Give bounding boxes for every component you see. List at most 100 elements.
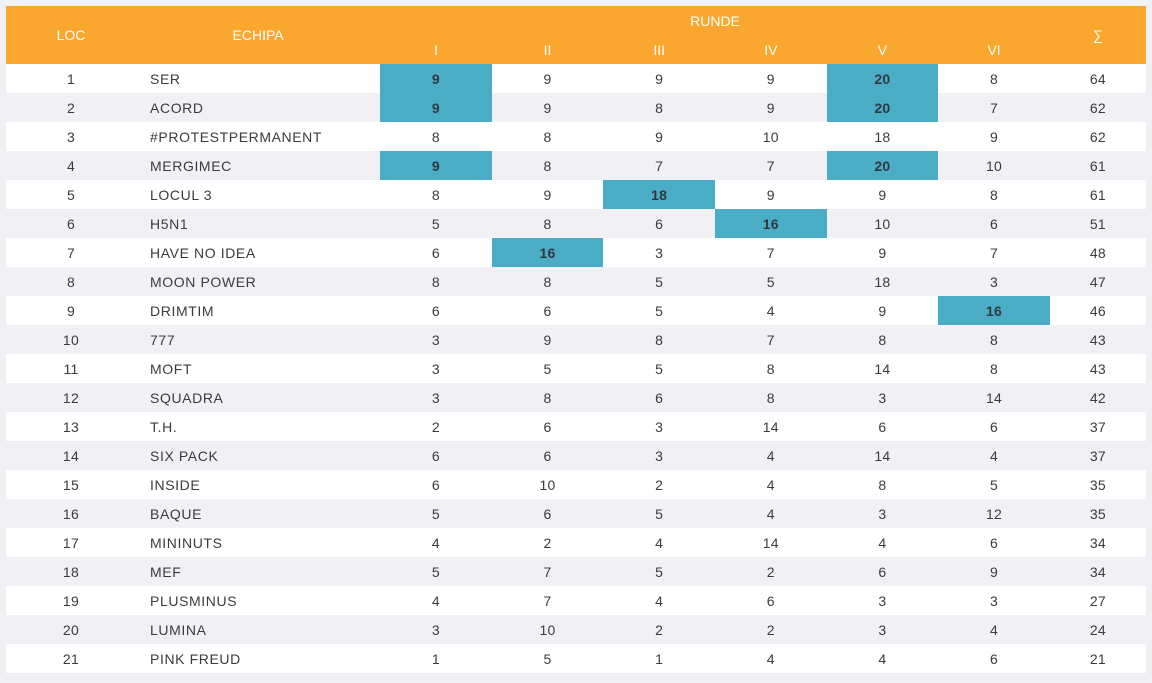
round-3-score-cell: 7 — [603, 151, 715, 180]
round-4-score-cell: 14 — [715, 412, 827, 441]
team-name-cell: LOCUL 3 — [136, 180, 381, 209]
round-6-score-cell: 4 — [938, 441, 1050, 470]
round-4-score-cell: 10 — [715, 122, 827, 151]
round-3-score-cell: 5 — [603, 499, 715, 528]
round-2-score-cell: 6 — [491, 296, 604, 325]
round-2-score-cell: 7 — [491, 557, 604, 586]
round-5-score-cell: 14 — [826, 354, 939, 383]
table-row: 9 DRIMTIM 6 6 5 4 9 16 46 — [6, 296, 1146, 325]
round-3-score-cell: 3 — [603, 238, 715, 267]
round-1-score-cell: 3 — [380, 383, 492, 412]
round-5-score-cell: 9 — [826, 296, 939, 325]
round-2-score-cell: 6 — [491, 441, 604, 470]
team-name-cell: INSIDE — [136, 470, 381, 499]
round-4-score-cell: 9 — [715, 64, 827, 93]
round-1-score-cell: 1 — [380, 644, 492, 673]
table-row: 8 MOON POWER 8 8 5 5 18 3 47 — [6, 267, 1146, 296]
total-score-cell: 46 — [1049, 296, 1146, 325]
round-6-score-cell: 7 — [938, 238, 1050, 267]
round-1-score-cell: 6 — [380, 441, 492, 470]
total-score-cell: 43 — [1049, 354, 1146, 383]
total-score-cell: 61 — [1049, 151, 1146, 180]
round-6-score-cell: 3 — [938, 267, 1050, 296]
round-2-score-cell: 5 — [491, 644, 604, 673]
total-score-cell: 35 — [1049, 470, 1146, 499]
header-round-1: I — [380, 36, 492, 64]
round-3-score-cell: 5 — [603, 557, 715, 586]
standings-table-container: LOC ECHIPA RUNDE ∑ I II III IV V VI 1 SER… — [6, 6, 1146, 673]
round-1-score-cell: 6 — [380, 470, 492, 499]
round-6-score-cell: 6 — [938, 412, 1050, 441]
round-2-score-cell: 10 — [491, 470, 604, 499]
rank-cell: 6 — [6, 209, 137, 238]
round-3-score-cell: 4 — [603, 586, 715, 615]
total-score-cell: 62 — [1049, 122, 1146, 151]
round-2-score-cell: 8 — [491, 209, 604, 238]
round-3-score-cell: 3 — [603, 412, 715, 441]
team-name-cell: MININUTS — [136, 528, 381, 557]
table-row: 7 HAVE NO IDEA 6 16 3 7 9 7 48 — [6, 238, 1146, 267]
round-1-score-cell: 3 — [380, 615, 492, 644]
round-6-score-cell: 4 — [938, 615, 1050, 644]
round-1-score-cell: 5 — [380, 557, 492, 586]
header-sum: ∑ — [1049, 6, 1146, 64]
total-score-cell: 62 — [1049, 93, 1146, 122]
table-row: 19 PLUSMINUS 4 7 4 6 3 3 27 — [6, 586, 1146, 615]
rank-cell: 19 — [6, 586, 137, 615]
round-4-score-cell: 9 — [715, 93, 827, 122]
total-score-cell: 48 — [1049, 238, 1146, 267]
round-3-score-cell: 2 — [603, 615, 715, 644]
round-5-score-cell: 9 — [826, 238, 939, 267]
table-row: 10 777 3 9 8 7 8 8 43 — [6, 325, 1146, 354]
total-score-cell: 35 — [1049, 499, 1146, 528]
round-2-score-cell: 5 — [491, 354, 604, 383]
total-score-cell: 37 — [1049, 441, 1146, 470]
total-score-cell: 24 — [1049, 615, 1146, 644]
team-name-cell: PINK FREUD — [136, 644, 381, 673]
rank-cell: 11 — [6, 354, 137, 383]
header-round-2: II — [491, 36, 604, 64]
round-4-score-cell: 16 — [715, 209, 827, 238]
round-4-score-cell: 4 — [715, 499, 827, 528]
standings-table: LOC ECHIPA RUNDE ∑ I II III IV V VI 1 SER… — [6, 6, 1146, 673]
total-score-cell: 21 — [1049, 644, 1146, 673]
round-5-score-cell: 18 — [826, 267, 939, 296]
table-row: 6 H5N1 5 8 6 16 10 6 51 — [6, 209, 1146, 238]
round-2-score-cell: 9 — [491, 93, 604, 122]
round-5-score-cell: 6 — [826, 412, 939, 441]
round-3-score-cell: 5 — [603, 296, 715, 325]
round-5-score-cell: 4 — [826, 528, 939, 557]
team-name-cell: SIX PACK — [136, 441, 381, 470]
table-row: 15 INSIDE 6 10 2 4 8 5 35 — [6, 470, 1146, 499]
round-3-score-cell: 5 — [603, 354, 715, 383]
table-row: 2 ACORD 9 9 8 9 20 7 62 — [6, 93, 1146, 122]
header-round-6: VI — [938, 36, 1050, 64]
round-4-score-cell: 7 — [715, 238, 827, 267]
team-name-cell: MOON POWER — [136, 267, 381, 296]
table-row: 14 SIX PACK 6 6 3 4 14 4 37 — [6, 441, 1146, 470]
header-round-5: V — [826, 36, 939, 64]
round-3-score-cell: 9 — [603, 64, 715, 93]
round-5-score-cell: 3 — [826, 383, 939, 412]
header-round-3: III — [603, 36, 715, 64]
round-6-score-cell: 6 — [938, 528, 1050, 557]
round-1-score-cell: 8 — [380, 122, 492, 151]
rank-cell: 7 — [6, 238, 137, 267]
team-name-cell: T.H. — [136, 412, 381, 441]
round-4-score-cell: 4 — [715, 441, 827, 470]
round-1-score-cell: 8 — [380, 180, 492, 209]
round-5-score-cell: 4 — [826, 644, 939, 673]
header-round-4: IV — [715, 36, 827, 64]
total-score-cell: 64 — [1049, 64, 1146, 93]
round-1-score-cell: 9 — [380, 93, 492, 122]
round-5-score-cell: 14 — [826, 441, 939, 470]
round-6-score-cell: 9 — [938, 557, 1050, 586]
round-1-score-cell: 8 — [380, 267, 492, 296]
round-1-score-cell: 5 — [380, 209, 492, 238]
round-3-score-cell: 4 — [603, 528, 715, 557]
round-6-score-cell: 3 — [938, 586, 1050, 615]
round-4-score-cell: 6 — [715, 586, 827, 615]
table-header: LOC ECHIPA RUNDE ∑ I II III IV V VI — [6, 6, 1146, 64]
round-4-score-cell: 7 — [715, 325, 827, 354]
rank-cell: 18 — [6, 557, 137, 586]
